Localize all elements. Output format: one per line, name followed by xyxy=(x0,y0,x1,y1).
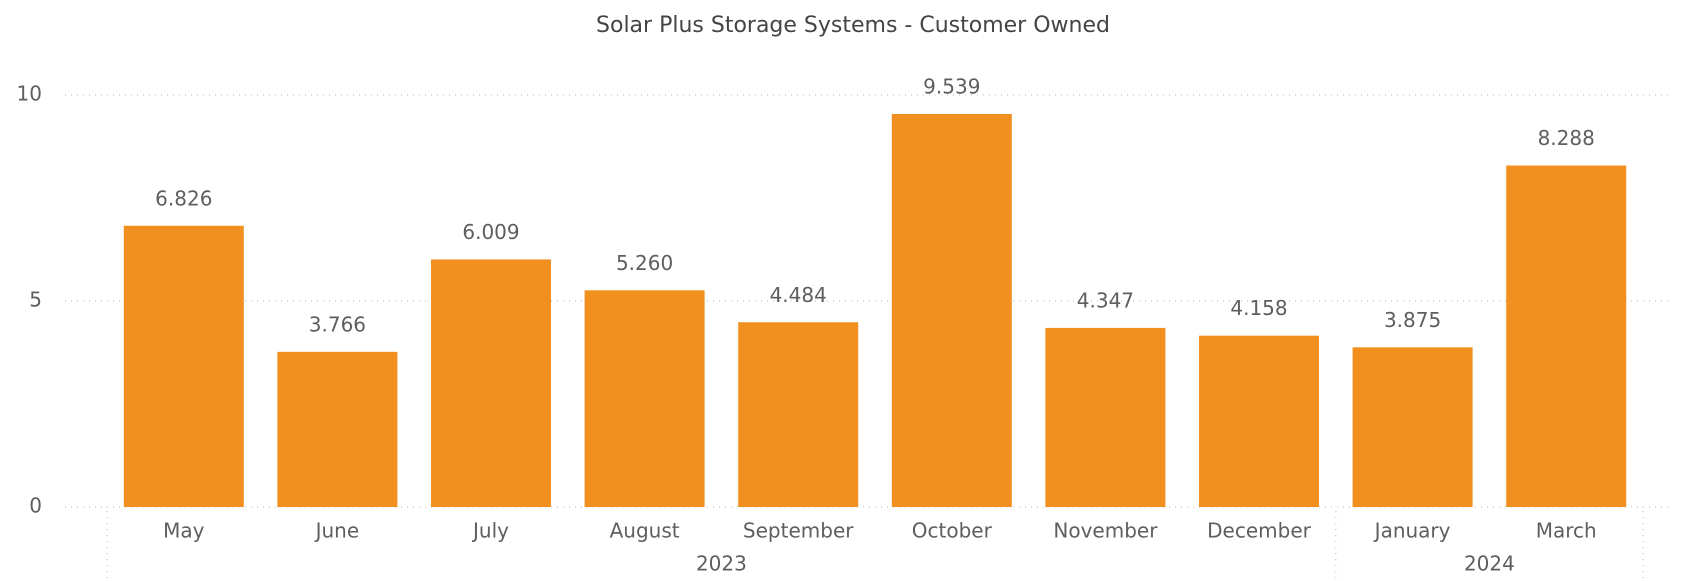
y-tick-label: 5 xyxy=(29,288,42,312)
data-label: 5.260 xyxy=(616,251,673,275)
data-label: 6.009 xyxy=(462,220,519,244)
bar xyxy=(277,351,398,507)
data-label: 6.826 xyxy=(155,186,212,210)
bar xyxy=(891,113,1012,508)
data-label: 4.347 xyxy=(1077,288,1134,312)
x-tick-label: May xyxy=(163,519,205,543)
bar xyxy=(1506,165,1627,507)
group-label: 2023 xyxy=(696,552,747,576)
group-label: 2024 xyxy=(1464,552,1515,576)
bar xyxy=(431,259,551,507)
x-tick-label: June xyxy=(314,519,360,543)
x-tick-label: January xyxy=(1373,519,1451,543)
bar xyxy=(1199,335,1319,507)
x-tick-label: December xyxy=(1207,519,1311,543)
y-tick-label: 0 xyxy=(29,494,42,518)
data-label: 9.539 xyxy=(923,74,980,98)
bar xyxy=(584,290,705,507)
chart-title: Solar Plus Storage Systems - Customer Ow… xyxy=(596,13,1110,38)
data-label: 3.766 xyxy=(309,312,366,336)
bar xyxy=(123,225,244,507)
bar xyxy=(738,322,859,507)
data-label: 4.158 xyxy=(1230,296,1287,320)
y-tick-label: 10 xyxy=(17,82,42,106)
x-tick-label: October xyxy=(912,519,993,543)
bar xyxy=(1045,327,1166,507)
data-label: 8.288 xyxy=(1538,126,1595,150)
x-tick-label: September xyxy=(743,519,854,543)
data-label: 4.484 xyxy=(770,283,827,307)
x-tick-label: August xyxy=(610,519,680,543)
data-label: 3.875 xyxy=(1384,308,1441,332)
bar xyxy=(1352,347,1473,507)
x-tick-label: March xyxy=(1536,519,1597,543)
x-tick-label: July xyxy=(471,519,509,543)
x-tick-label: November xyxy=(1053,519,1158,543)
